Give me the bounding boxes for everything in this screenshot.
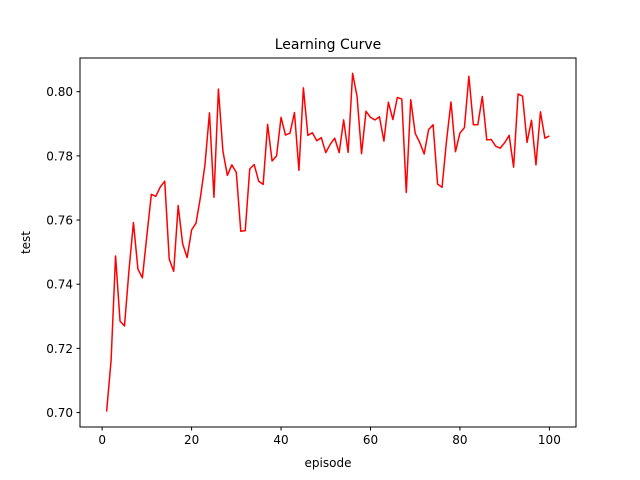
chart-title: Learning Curve xyxy=(275,37,382,53)
x-tick-label: 20 xyxy=(184,433,199,447)
x-tick-label: 100 xyxy=(538,433,561,447)
series-line xyxy=(105,72,550,412)
y-tick-label: 0.80 xyxy=(46,85,73,99)
plot-area xyxy=(105,72,550,412)
y-tick-label: 0.74 xyxy=(46,278,73,292)
y-axis-label: test xyxy=(19,231,33,254)
x-tick-label: 60 xyxy=(363,433,378,447)
y-tick-label: 0.78 xyxy=(46,149,73,163)
x-tick-label: 40 xyxy=(273,433,288,447)
y-tick-label: 0.76 xyxy=(46,214,73,228)
x-axis-ticks: 0 20 40 60 80 100 xyxy=(98,427,561,447)
x-tick-label: 0 xyxy=(98,433,106,447)
x-tick-label: 80 xyxy=(452,433,467,447)
y-tick-label: 0.70 xyxy=(46,406,73,420)
x-axis-label: episode xyxy=(305,456,352,470)
y-tick-label: 0.72 xyxy=(46,342,73,356)
axes-frame xyxy=(79,57,577,428)
y-axis-ticks: 0.70 0.72 0.74 0.76 0.78 0.80 xyxy=(46,85,80,420)
